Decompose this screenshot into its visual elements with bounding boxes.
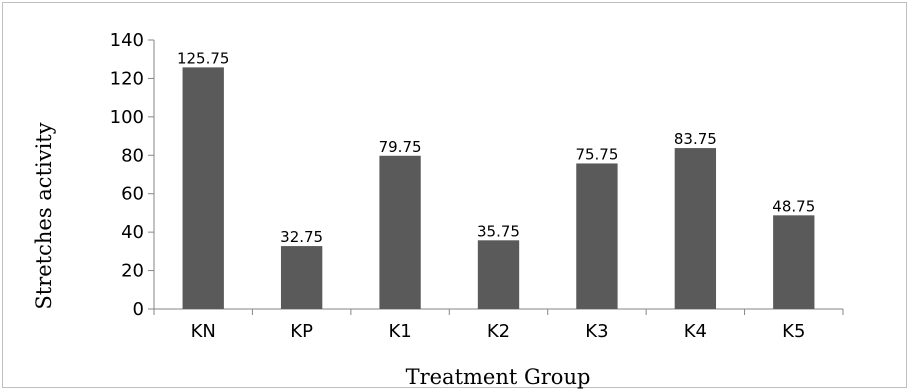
- bar-kp: [280, 246, 323, 309]
- data-label-k1: 79.75: [379, 138, 422, 156]
- y-tick-label: 120: [110, 68, 144, 89]
- data-label-k4: 83.75: [674, 130, 717, 148]
- bars: [182, 67, 815, 309]
- data-label-k5: 48.75: [772, 197, 815, 215]
- data-label-k2: 35.75: [477, 222, 520, 240]
- data-label-kp: 32.75: [280, 228, 323, 246]
- x-tick-label-kp: KP: [290, 321, 313, 342]
- data-labels: 125.75 32.75 79.75 35.75 75.75 83.75 48.75: [177, 49, 815, 246]
- y-tick-label: 60: [121, 184, 144, 205]
- x-tick-label-k3: K3: [585, 321, 608, 342]
- y-axis: 0 20 40 60 80 100 120 140: [110, 30, 155, 320]
- x-tick-label-k5: K5: [782, 321, 805, 342]
- x-tick-label-k2: K2: [487, 321, 510, 342]
- x-tick-label-kn: KN: [191, 321, 216, 342]
- bar-k2: [477, 240, 520, 309]
- y-tick-label: 80: [121, 145, 144, 166]
- y-axis-title: Stretches activity: [32, 122, 56, 309]
- bar-k3: [576, 163, 618, 309]
- bar-k1: [379, 155, 421, 309]
- x-axis: KN KP K1 K2 K3 K4 K5: [153, 308, 844, 342]
- bar-k5: [773, 215, 815, 309]
- y-tick-label: 100: [110, 107, 144, 128]
- y-tick-label: 140: [110, 30, 144, 51]
- x-tick-label-k4: K4: [684, 321, 707, 342]
- y-tick-label: 0: [133, 299, 144, 320]
- data-label-k3: 75.75: [575, 145, 618, 163]
- x-axis-title: Treatment Group: [406, 365, 591, 389]
- x-tick-label-k1: K1: [388, 321, 411, 342]
- y-tick-label: 40: [121, 222, 144, 243]
- data-label-kn: 125.75: [177, 49, 230, 67]
- bar-kn: [182, 67, 224, 309]
- bar-k4: [674, 148, 717, 309]
- y-tick-label: 20: [121, 261, 144, 282]
